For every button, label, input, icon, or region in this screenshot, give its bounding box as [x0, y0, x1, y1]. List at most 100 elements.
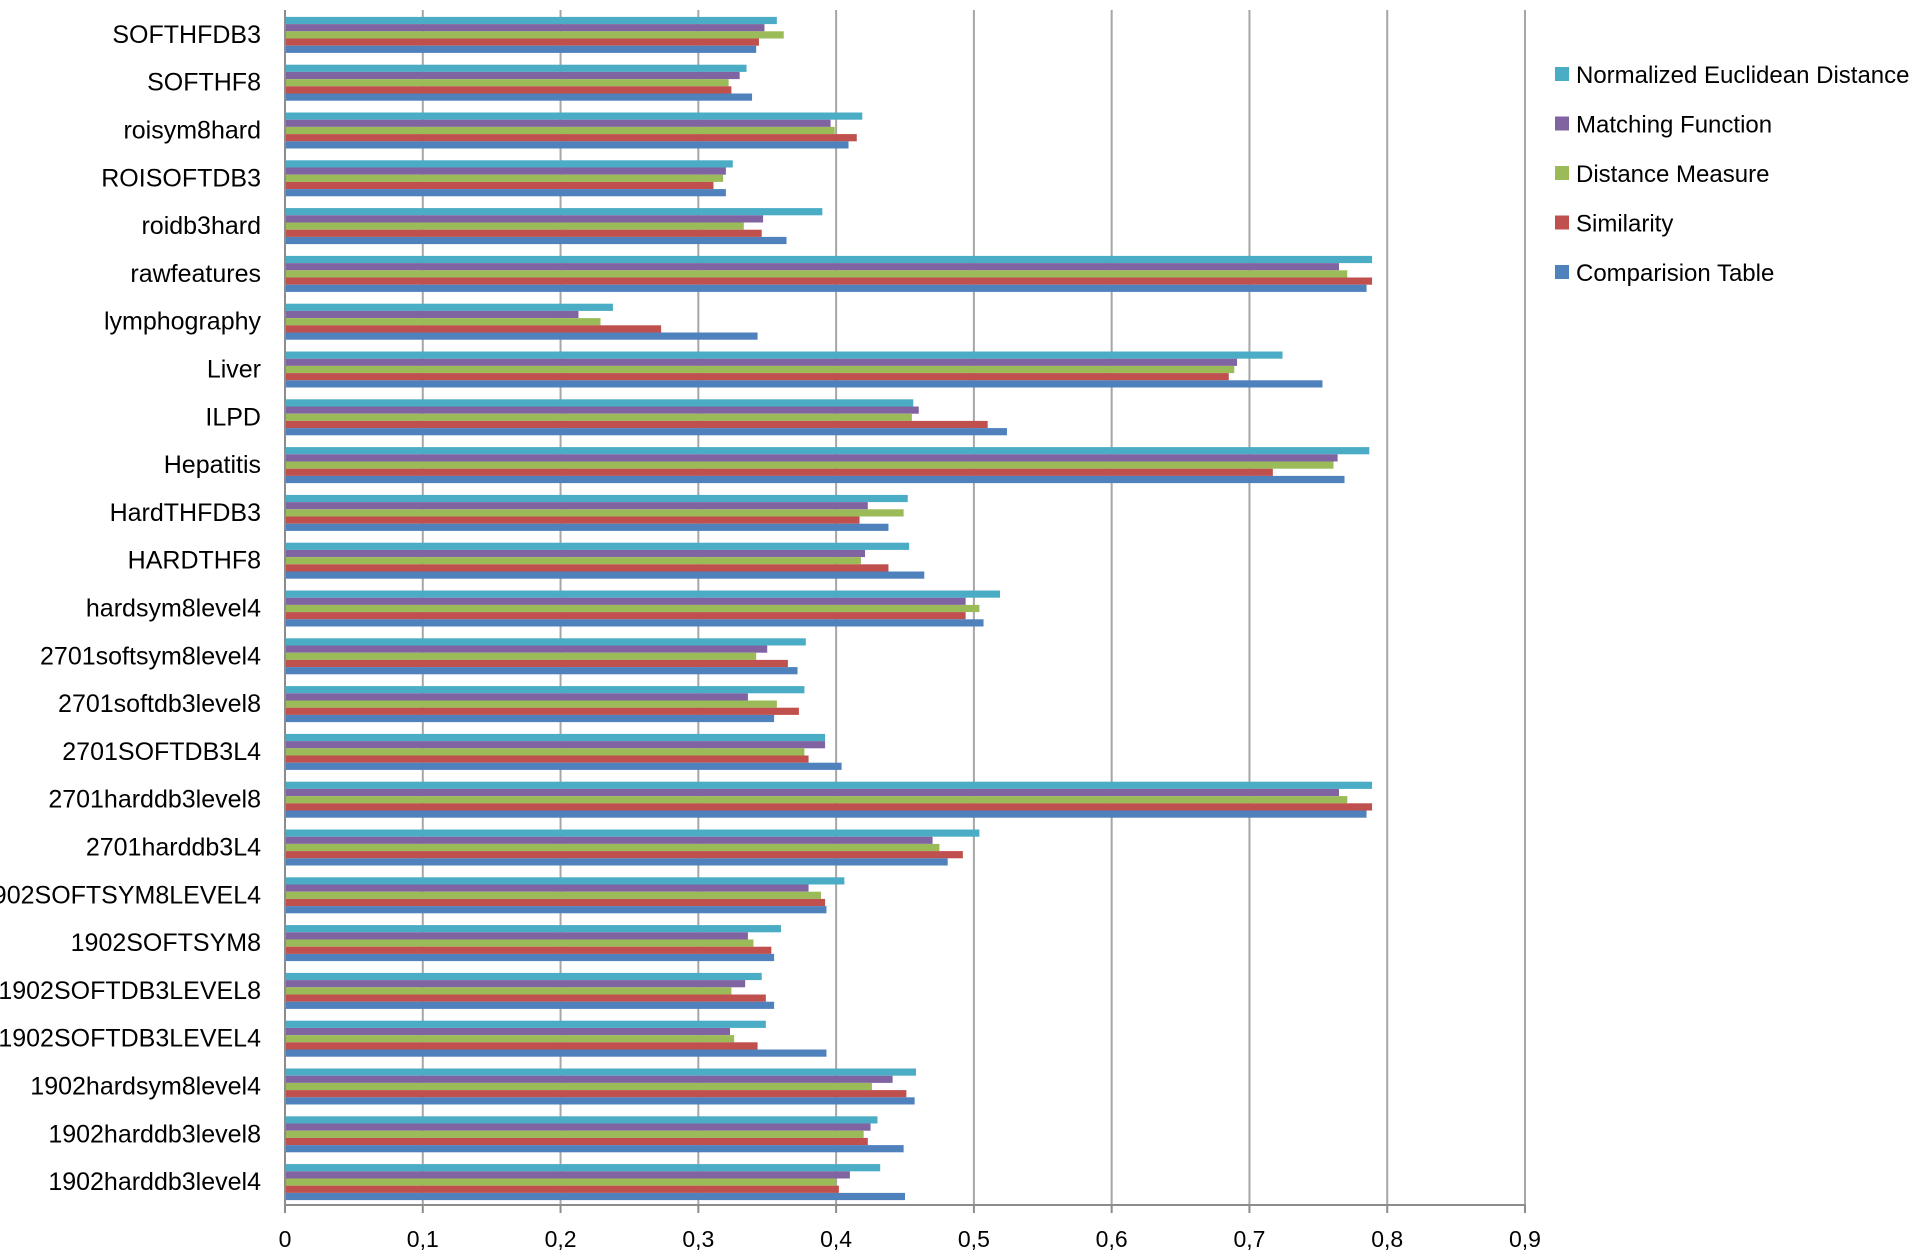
bar-1902softsym8level4-comparision-table: [286, 906, 827, 914]
legend-swatch-normalized-euclidean-distance: [1555, 67, 1569, 81]
category-label-3: ROISOFTDB3: [101, 164, 261, 192]
legend-label-distance-measure: Distance Measure: [1576, 161, 1769, 188]
bar-ilpd-distance-measure: [286, 413, 912, 421]
bar-1902hardsym8level4-comparision-table: [286, 1097, 915, 1105]
category-label-4: roidb3hard: [141, 212, 261, 240]
x-tick-label-3: 0,3: [682, 1226, 714, 1252]
bar-1902softdb3level4-comparision-table: [286, 1049, 827, 1057]
category-label-14: 2701softdb3level8: [58, 690, 261, 718]
bar-hardthf8-matching-function: [286, 549, 866, 558]
bar-2701harddb3level8-normalized-euclidean-distance: [286, 781, 1373, 789]
bar-2701softsym8level4-matching-function: [286, 645, 768, 653]
bar-roisoftdb3-similarity: [286, 181, 714, 190]
bar-softhfdb3-distance-measure: [286, 31, 784, 39]
x-tick-label-4: 0,4: [820, 1226, 852, 1252]
legend-label-comparision-table: Comparision Table: [1576, 260, 1774, 287]
axes: [284, 10, 1526, 1213]
bar-1902harddb3level8-matching-function: [286, 1123, 871, 1131]
bar-hardthf8-normalized-euclidean-distance: [286, 542, 910, 550]
bar-2701softdb3l4-matching-function: [286, 741, 826, 749]
bar-rawfeatures-comparision-table: [286, 284, 1367, 292]
category-label-20: 1902SOFTDB3LEVEL8: [0, 977, 261, 1005]
bar-roidb3hard-normalized-euclidean-distance: [286, 208, 823, 216]
legend-label-similarity: Similarity: [1576, 211, 1673, 238]
bar-lymphography-normalized-euclidean-distance: [286, 303, 613, 311]
category-label-17: 2701harddb3L4: [86, 834, 261, 862]
bar-1902softdb3level8-distance-measure: [286, 987, 732, 995]
category-label-24: 1902harddb3level4: [48, 1168, 261, 1196]
bar-hepatitis-matching-function: [286, 454, 1338, 462]
category-label-9: Hepatitis: [164, 451, 261, 479]
bar-hardthfdb3-matching-function: [286, 502, 868, 510]
category-label-18: 1902SOFTSYM8LEVEL4: [0, 881, 261, 909]
bar-softhf8-normalized-euclidean-distance: [286, 64, 747, 72]
legend-swatch-similarity: [1555, 215, 1569, 230]
bar-liver-comparision-table: [286, 380, 1323, 388]
legend: Normalized Euclidean Distance Matching Fu…: [1555, 62, 1910, 287]
bar-hepatitis-similarity: [286, 468, 1273, 476]
category-label-5: rawfeatures: [130, 260, 261, 288]
bar-lymphography-similarity: [286, 325, 662, 333]
x-tick-label-8: 0,8: [1371, 1226, 1403, 1252]
x-tick-label-5: 0,5: [958, 1226, 990, 1252]
bar-hardthfdb3-comparision-table: [286, 523, 889, 531]
bar-softhf8-comparision-table: [286, 93, 753, 101]
bar-1902harddb3level4-matching-function: [286, 1171, 850, 1179]
category-label-16: 2701harddb3level8: [48, 786, 261, 814]
bar-2701softdb3l4-comparision-table: [286, 762, 842, 770]
bar-hardthfdb3-normalized-euclidean-distance: [286, 494, 908, 503]
bar-rawfeatures-distance-measure: [286, 270, 1348, 278]
bar-softhf8-distance-measure: [286, 79, 729, 87]
bar-1902harddb3level4-similarity: [286, 1185, 839, 1193]
bar-2701softsym8level4-distance-measure: [286, 652, 757, 660]
bar-1902softsym8-matching-function: [286, 932, 748, 940]
bar-liver-similarity: [286, 373, 1229, 381]
bar-2701harddb3level8-matching-function: [286, 788, 1339, 797]
bar-lymphography-distance-measure: [286, 318, 601, 326]
category-label-12: hardsym8level4: [86, 595, 261, 623]
bar-2701softsym8level4-similarity: [286, 659, 788, 668]
bar-roisoftdb3-normalized-euclidean-distance: [286, 160, 733, 168]
bar-2701harddb3l4-similarity: [286, 851, 963, 859]
bar-roisoftdb3-matching-function: [286, 167, 726, 175]
bar-roidb3hard-comparision-table: [286, 236, 787, 245]
bars: [286, 16, 1373, 1201]
bar-ilpd-normalized-euclidean-distance: [286, 399, 914, 407]
x-tick-label-6: 0,6: [1096, 1226, 1128, 1252]
bar-hardsym8level4-distance-measure: [286, 604, 980, 613]
bar-2701softdb3level8-normalized-euclidean-distance: [286, 686, 805, 694]
category-label-2: roisym8hard: [123, 117, 261, 145]
bar-1902softdb3level4-normalized-euclidean-distance: [286, 1020, 766, 1028]
bar-1902harddb3level4-distance-measure: [286, 1178, 837, 1186]
bar-hardthf8-similarity: [286, 564, 889, 572]
bar-softhfdb3-comparision-table: [286, 45, 757, 53]
bar-hardsym8level4-similarity: [286, 612, 966, 620]
x-tick-labels: 0 0,1 0,2 0,3 0,4 0,5 0,6 0,7 0,8 0,9: [279, 1226, 1541, 1252]
category-label-0: SOFTHFDB3: [112, 21, 261, 49]
x-tick-label-2: 0,2: [545, 1226, 577, 1252]
bar-hepatitis-normalized-euclidean-distance: [286, 447, 1370, 455]
bar-1902softsym8-similarity: [286, 946, 772, 954]
bar-roisym8hard-normalized-euclidean-distance: [286, 112, 863, 120]
bar-2701softdb3level8-distance-measure: [286, 700, 777, 708]
bar-hardsym8level4-normalized-euclidean-distance: [286, 590, 1001, 598]
bar-2701harddb3level8-distance-measure: [286, 796, 1348, 804]
bar-softhf8-matching-function: [286, 71, 740, 80]
bar-roisym8hard-comparision-table: [286, 141, 849, 149]
category-label-21: 1902SOFTDB3LEVEL4: [0, 1025, 261, 1053]
bar-softhf8-similarity: [286, 86, 732, 94]
legend-swatch-distance-measure: [1555, 166, 1569, 180]
x-tick-label-1: 0,1: [407, 1226, 439, 1252]
bar-2701softdb3level8-comparision-table: [286, 714, 775, 723]
bar-roisoftdb3-comparision-table: [286, 189, 726, 197]
bar-2701harddb3l4-comparision-table: [286, 858, 948, 866]
category-label-22: 1902hardsym8level4: [30, 1073, 261, 1101]
category-labels: SOFTHFDB3 SOFTHF8 roisym8hard ROISOFTDB3 roi…: [0, 21, 262, 1196]
bar-1902softdb3level4-similarity: [286, 1042, 758, 1050]
legend-swatch-comparision-table: [1555, 265, 1569, 279]
bar-1902harddb3level4-comparision-table: [286, 1192, 905, 1201]
bar-roidb3hard-distance-measure: [286, 222, 744, 230]
bar-2701softdb3l4-similarity: [286, 755, 809, 763]
bar-2701softdb3level8-matching-function: [286, 693, 748, 701]
